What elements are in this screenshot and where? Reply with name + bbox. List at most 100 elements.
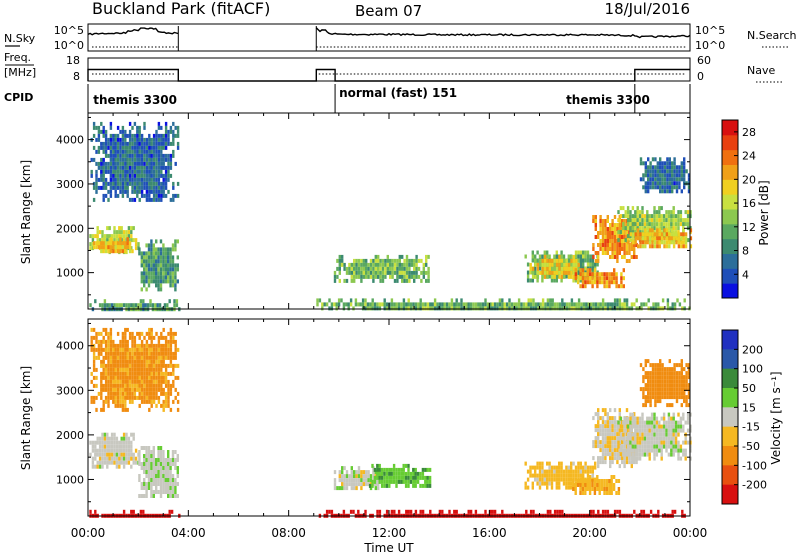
heatmap-cell bbox=[355, 478, 358, 483]
heatmap-cell bbox=[176, 141, 180, 146]
heatmap-cell bbox=[172, 351, 175, 356]
heatmap-cell bbox=[115, 460, 119, 465]
heatmap-cell bbox=[666, 367, 669, 372]
heatmap-cell bbox=[635, 255, 638, 259]
heatmap-cell bbox=[355, 270, 358, 275]
heatmap-cell bbox=[668, 391, 671, 396]
heatmap-cell bbox=[138, 391, 141, 396]
heatmap-cell bbox=[114, 189, 117, 194]
heatmap-cell bbox=[574, 473, 578, 478]
heatmap-cell bbox=[659, 399, 662, 404]
heatmap-cell bbox=[131, 391, 134, 396]
heatmap-cell bbox=[124, 145, 127, 150]
heatmap-cell bbox=[369, 270, 373, 275]
heatmap-cell bbox=[145, 347, 149, 352]
heatmap-cell bbox=[625, 456, 629, 461]
heatmap-cell bbox=[419, 298, 422, 303]
heatmap-cell bbox=[167, 133, 170, 138]
heatmap-cell bbox=[596, 280, 599, 285]
heatmap-cell bbox=[176, 129, 180, 134]
heatmap-cell bbox=[124, 177, 127, 182]
heatmap-cell bbox=[620, 272, 623, 277]
heatmap-cell bbox=[152, 375, 156, 380]
heatmap-cell bbox=[565, 473, 568, 478]
heatmap-cell bbox=[536, 461, 539, 466]
heatmap-cell bbox=[572, 258, 576, 263]
heatmap-cell bbox=[660, 432, 663, 437]
heatmap-cell bbox=[666, 181, 669, 186]
heatmap-cell bbox=[101, 432, 104, 437]
heatmap-cell bbox=[630, 460, 633, 465]
heatmap-cell bbox=[116, 363, 120, 368]
heatmap-cell bbox=[654, 181, 657, 186]
heatmap-cell bbox=[604, 223, 607, 227]
heatmap-cell bbox=[127, 436, 131, 441]
heatmap-cell bbox=[668, 173, 671, 178]
heatmap-cell bbox=[553, 266, 556, 271]
heatmap-cell bbox=[136, 367, 139, 372]
heatmap-cell bbox=[687, 185, 691, 190]
heatmap-cell bbox=[157, 359, 161, 364]
heatmap-cell bbox=[570, 262, 573, 267]
heatmap-cell bbox=[109, 335, 113, 340]
heatmap-cell bbox=[92, 395, 96, 400]
heatmap-cell bbox=[362, 274, 365, 279]
heatmap-cell bbox=[160, 141, 163, 146]
heatmap-cell bbox=[169, 383, 173, 388]
heatmap-cell bbox=[169, 173, 173, 178]
heatmap-cell bbox=[124, 137, 127, 142]
heatmap-cell bbox=[102, 125, 105, 130]
noise-right-tick-bottom: 10^0 bbox=[695, 39, 725, 52]
heatmap-cell bbox=[96, 234, 99, 239]
heatmap-cell bbox=[128, 399, 132, 404]
heatmap-cell bbox=[593, 487, 597, 491]
heatmap-cell bbox=[531, 258, 534, 263]
heatmap-cell bbox=[95, 137, 98, 142]
heatmap-cell bbox=[136, 355, 139, 360]
heatmap-cell bbox=[131, 189, 134, 194]
heatmap-cell bbox=[661, 169, 664, 174]
heatmap-cell bbox=[636, 440, 639, 445]
heatmap-cell bbox=[591, 487, 594, 491]
heatmap-cell bbox=[341, 470, 344, 475]
heatmap-cell bbox=[159, 490, 163, 494]
heatmap-cell bbox=[679, 448, 683, 453]
heatmap-cell bbox=[527, 306, 530, 311]
heatmap-cell bbox=[589, 469, 592, 474]
heatmap-cell bbox=[597, 436, 600, 441]
heatmap-cell bbox=[682, 236, 685, 241]
heatmap-cell bbox=[598, 272, 601, 277]
heatmap-cell bbox=[433, 298, 437, 303]
heatmap-cell bbox=[498, 306, 502, 311]
heatmap-cell bbox=[124, 395, 127, 400]
heatmap-cell bbox=[674, 218, 678, 223]
heatmap-cell bbox=[390, 479, 393, 484]
heatmap-cell bbox=[171, 263, 175, 268]
heatmap-cell bbox=[126, 351, 129, 356]
heatmap-cell bbox=[416, 475, 420, 480]
heatmap-cell bbox=[169, 347, 173, 352]
heatmap-cell bbox=[119, 359, 122, 364]
heatmap-cell bbox=[136, 177, 139, 182]
heatmap-cell bbox=[623, 306, 626, 311]
heatmap-cell bbox=[660, 424, 663, 429]
heatmap-cell bbox=[597, 456, 600, 461]
heatmap-cell bbox=[683, 177, 686, 182]
heatmap-cell bbox=[660, 416, 663, 421]
heatmap-cell bbox=[637, 306, 641, 311]
heatmap-cell bbox=[159, 267, 163, 272]
heatmap-cell bbox=[361, 306, 365, 311]
heatmap-cell bbox=[140, 157, 144, 162]
heatmap-cell bbox=[469, 306, 473, 311]
heatmap-cell bbox=[541, 477, 544, 482]
heatmap-cell bbox=[383, 298, 386, 303]
heatmap-cell bbox=[653, 432, 656, 437]
heatmap-cell bbox=[510, 302, 514, 307]
heatmap-cell bbox=[618, 243, 621, 247]
heatmap-cell bbox=[594, 262, 597, 267]
heatmap-cell bbox=[526, 274, 530, 279]
heatmap-cell bbox=[407, 475, 410, 480]
heatmap-cell bbox=[164, 363, 168, 368]
heatmap-cell bbox=[148, 165, 151, 170]
heatmap-cell bbox=[643, 428, 647, 433]
